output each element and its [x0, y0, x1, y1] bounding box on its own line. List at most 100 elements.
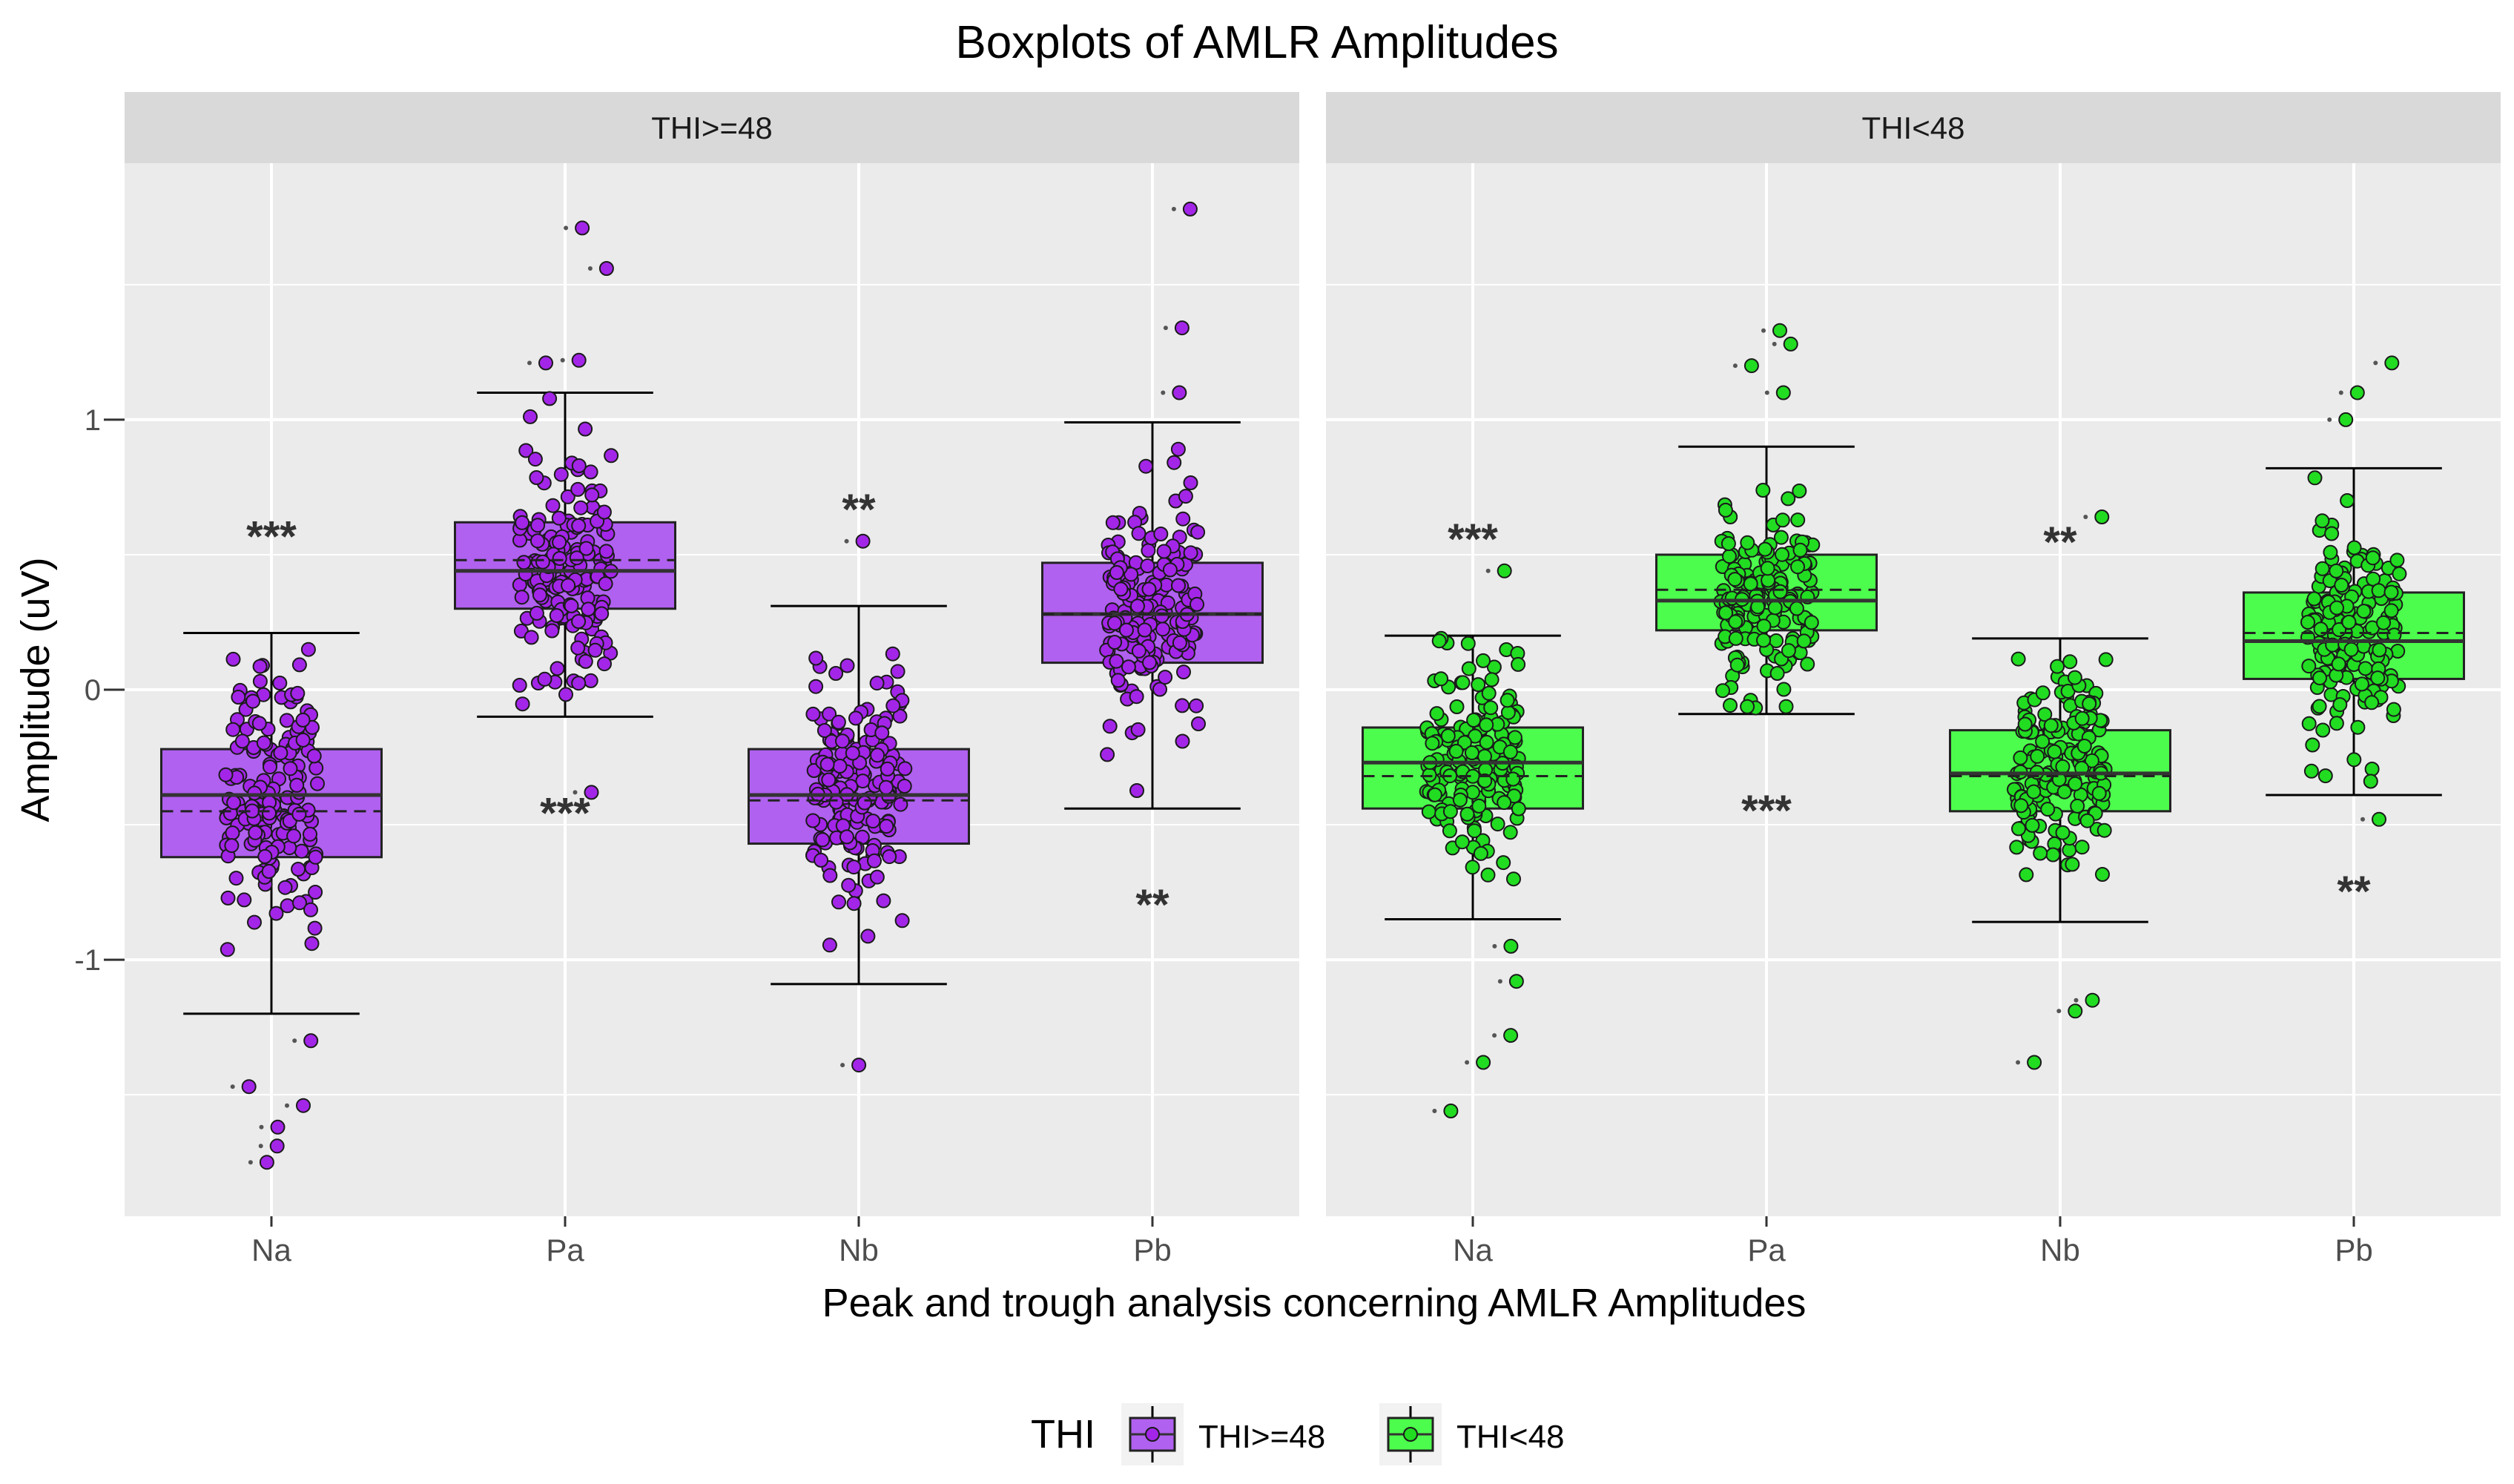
- data-point: [2079, 813, 2095, 828]
- data-point: [1107, 616, 1122, 631]
- data-point: [892, 708, 908, 724]
- data-point: [1131, 526, 1147, 541]
- data-point: [1506, 871, 1521, 887]
- data-point: [1130, 722, 1146, 737]
- data-point: [578, 653, 593, 669]
- data-point: [1427, 787, 1442, 802]
- data-point: [2343, 642, 2359, 657]
- data-point: [1775, 512, 1790, 528]
- data-point: [2370, 670, 2386, 686]
- data-point: [2303, 763, 2319, 779]
- data-point: [552, 551, 567, 566]
- outlier-point: [2027, 1055, 2042, 1070]
- data-points: [1713, 483, 1821, 716]
- data-point: [268, 906, 284, 921]
- data-point: [808, 679, 824, 694]
- data-point: [553, 466, 569, 482]
- data-point: [514, 590, 529, 605]
- data-point: [1175, 733, 1190, 749]
- data-point: [594, 606, 610, 621]
- data-point: [2076, 739, 2092, 753]
- data-point: [2389, 553, 2405, 568]
- outlier-point: [575, 220, 590, 236]
- data-point: [2056, 784, 2072, 799]
- data-point: [1152, 682, 1167, 697]
- outlier-point: [571, 352, 587, 368]
- data-point: [2332, 697, 2348, 713]
- data-point: [1756, 619, 1772, 634]
- data-point: [286, 828, 302, 844]
- data-point: [291, 806, 307, 822]
- outlier-point: [1503, 1028, 1519, 1043]
- data-point: [1483, 700, 1499, 716]
- legend-key-point: [1403, 1427, 1418, 1442]
- data-point: [234, 733, 250, 749]
- data-point: [518, 443, 534, 458]
- data-point: [2301, 659, 2317, 674]
- data-point: [876, 893, 891, 908]
- data-point: [1760, 561, 1775, 576]
- data-point: [2363, 774, 2378, 789]
- data-point: [2082, 696, 2097, 711]
- outlier-point: [269, 1138, 285, 1154]
- data-point: [2317, 768, 2333, 784]
- x-tick-label: Pa: [1747, 1233, 1786, 1267]
- data-point: [1113, 581, 1129, 597]
- data-point: [225, 825, 240, 841]
- data-point: [874, 725, 890, 741]
- x-tick-label: Pb: [1133, 1233, 1171, 1267]
- outlier-marker: [573, 790, 578, 795]
- significance-marker: ***: [1448, 515, 1498, 564]
- data-point: [569, 550, 584, 566]
- outlier-point: [1508, 974, 1524, 989]
- data-point: [1129, 689, 1144, 705]
- data-point: [578, 421, 593, 437]
- data-point: [882, 849, 897, 865]
- data-point: [532, 587, 547, 603]
- data-point: [1129, 783, 1144, 798]
- legend-label: THI<48: [1456, 1419, 1565, 1455]
- data-point: [1171, 578, 1186, 593]
- data-point: [1167, 455, 1182, 470]
- data-point: [2315, 722, 2331, 738]
- data-point: [1121, 659, 1136, 675]
- data-point: [1507, 730, 1522, 745]
- data-point: [303, 902, 318, 917]
- data-point: [2324, 526, 2340, 541]
- data-point: [815, 832, 831, 848]
- outlier-point: [2349, 385, 2365, 400]
- data-point: [2350, 719, 2366, 735]
- data-point: [890, 664, 905, 679]
- data-point: [2062, 654, 2078, 670]
- data-point: [1804, 615, 1819, 630]
- data-point: [885, 646, 900, 662]
- data-point: [247, 785, 263, 801]
- data-point: [303, 826, 317, 842]
- data-point: [220, 890, 236, 906]
- data-point: [248, 825, 263, 840]
- data-point: [1790, 559, 1805, 575]
- significance-marker: **: [842, 486, 876, 534]
- data-points: [1099, 441, 1206, 798]
- outlier-marker: [1492, 1033, 1497, 1038]
- data-point: [839, 658, 855, 673]
- data-point: [1467, 823, 1482, 839]
- data-point: [1429, 706, 1445, 722]
- data-point: [865, 814, 881, 829]
- data-point: [1100, 747, 1115, 762]
- data-point: [1728, 630, 1743, 646]
- data-point: [542, 391, 558, 406]
- data-point: [225, 722, 241, 737]
- data-point: [2329, 600, 2344, 616]
- data-point: [2386, 702, 2401, 717]
- data-point: [1502, 744, 1518, 759]
- data-point: [2331, 656, 2346, 672]
- data-point: [570, 640, 586, 656]
- data-point: [228, 871, 244, 886]
- data-point: [1175, 698, 1190, 713]
- data-point: [604, 448, 619, 464]
- data-point: [583, 464, 598, 480]
- data-point: [256, 735, 271, 751]
- data-point: [1767, 600, 1783, 616]
- data-point: [2033, 845, 2048, 861]
